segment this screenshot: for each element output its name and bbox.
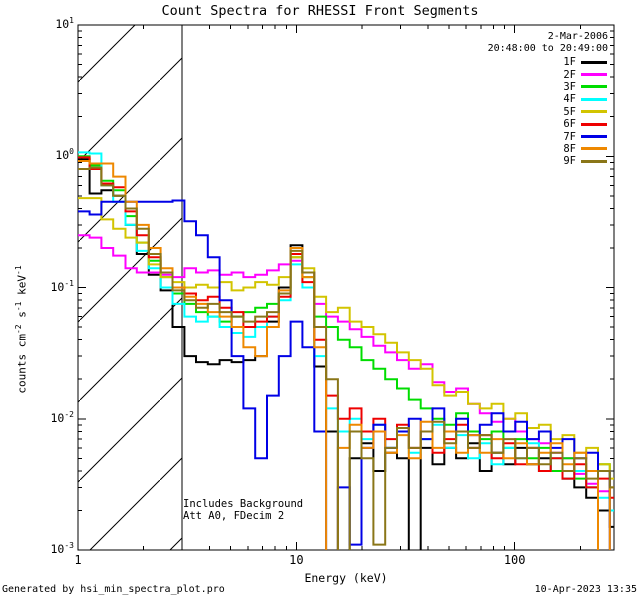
legend-swatch-7F <box>581 135 607 139</box>
legend-swatch-9F <box>581 159 607 163</box>
legend-swatch-2F <box>581 73 607 77</box>
y-tick-label-10e-2: 10-2 <box>50 409 75 425</box>
plot-frame <box>77 24 615 551</box>
legend-item-4F: 4F <box>563 93 607 105</box>
legend-swatch-5F <box>581 110 607 114</box>
annotation-background: Includes Background <box>183 498 304 510</box>
legend-label-6F: 6F <box>563 118 576 131</box>
observation-time-range: 20:48:00 to 20:49:00 <box>487 43 608 54</box>
legend-item-8F: 8F <box>563 143 607 155</box>
x-axis-label: Energy (keV) <box>304 571 388 585</box>
y-tick-label-10e1: 101 <box>55 16 74 31</box>
legend-swatch-3F <box>581 85 607 89</box>
y-tick-label-10e0: 100 <box>55 147 74 163</box>
legend-item-9F: 9F <box>563 155 607 167</box>
legend-swatch-8F <box>581 147 607 151</box>
series-line-9F <box>78 166 614 550</box>
legend-item-1F: 1F <box>563 56 607 68</box>
plot-generation-timestamp: 10-Apr-2023 13:35 <box>534 584 637 595</box>
legend-swatch-4F <box>581 97 607 101</box>
legend-label-2F: 2F <box>563 68 576 81</box>
y-tick-label-10e-1: 10-1 <box>50 278 75 294</box>
generator-credit: Generated by hsi_min_spectra_plot.pro <box>2 584 225 595</box>
annotation-attenuator: Att A0, FDecim 2 <box>183 510 285 522</box>
spectra-lines <box>78 151 614 550</box>
legend-swatch-6F <box>581 122 607 126</box>
legend-label-7F: 7F <box>563 130 576 143</box>
legend-item-7F: 7F <box>563 130 607 143</box>
legend-label-1F: 1F <box>563 56 576 69</box>
observation-date: 2-Mar-2006 <box>547 31 608 42</box>
legend-item-3F: 3F <box>563 81 607 93</box>
legend-swatch-1F <box>581 60 607 64</box>
y-tick-label-10e-3: 10-3 <box>50 541 75 556</box>
legend-label-4F: 4F <box>563 93 576 106</box>
legend-label-5F: 5F <box>563 105 576 118</box>
legend-label-8F: 8F <box>563 142 576 155</box>
legend-item-5F: 5F <box>563 106 607 118</box>
y-axis-label: counts cm-2 s-1 keV-1 <box>13 265 29 394</box>
legend-item-2F: 2F <box>563 68 607 81</box>
legend-item-6F: 6F <box>563 118 607 130</box>
chart-title: Count Spectra for RHESSI Front Segments <box>161 3 479 19</box>
x-tick-label-10: 10 <box>289 553 304 567</box>
legend-label-9F: 9F <box>563 155 576 168</box>
legend-label-3F: 3F <box>563 80 576 93</box>
x-tick-label-1: 1 <box>74 553 82 567</box>
x-tick-label-100: 100 <box>503 553 526 567</box>
legend: 1F 2F 3F 4F 5F 6F 7F 8F 9F <box>563 56 607 168</box>
